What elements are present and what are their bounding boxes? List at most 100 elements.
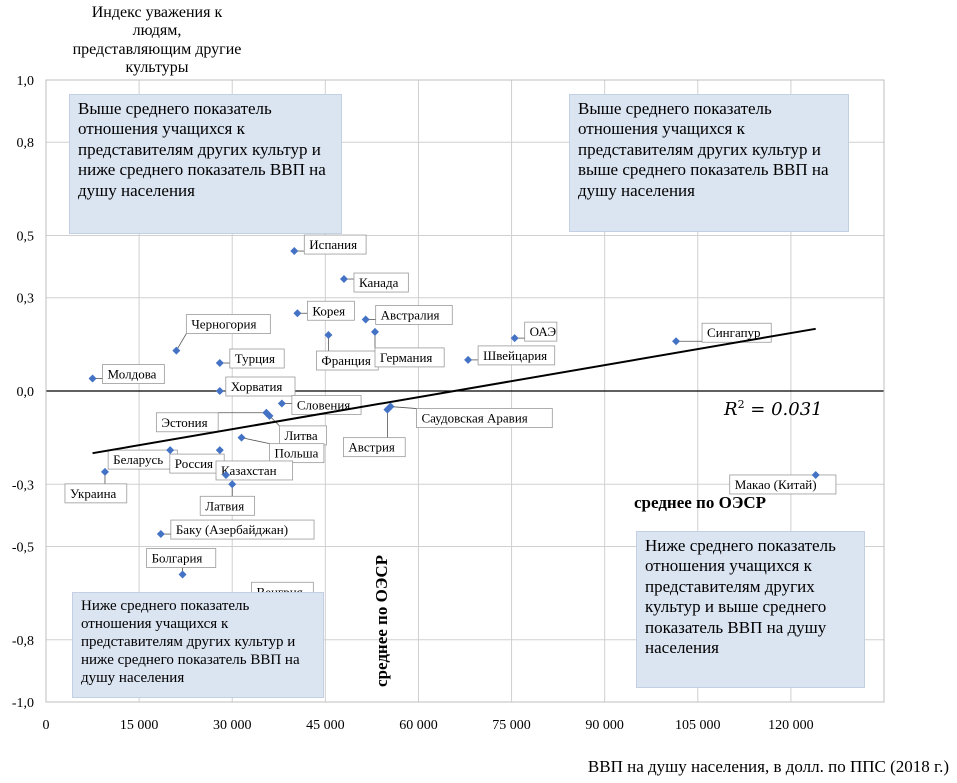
data-point	[215, 446, 224, 455]
data-point	[277, 399, 286, 408]
point-label: Хорватия	[231, 379, 283, 394]
quadrant-note-bottom-left: Ниже среднего показатель отношения учащи…	[72, 592, 324, 698]
oecd-average-vertical-label: среднее по ОЭСР	[372, 554, 392, 688]
point-label-box	[375, 305, 453, 325]
trend-line	[92, 327, 816, 455]
data-point	[228, 480, 237, 489]
x-tick-label: 45 000	[306, 718, 345, 733]
quadrant-note-top-right: Выше среднего показатель отношения учащи…	[569, 94, 849, 232]
point-label: Литва	[284, 428, 317, 443]
data-point	[339, 275, 348, 284]
data-point	[370, 327, 379, 336]
data-point	[222, 470, 231, 479]
data-point	[178, 570, 187, 579]
y-tick-label: 0,0	[17, 385, 35, 400]
point-label: Сингапур	[707, 325, 760, 340]
data-point	[811, 470, 820, 479]
x-tick-label: 15 000	[120, 718, 159, 733]
data-point	[265, 411, 274, 420]
point-label-box	[229, 348, 285, 369]
data-point	[383, 405, 392, 414]
x-axis-title: ВВП на душу населения, в долл. по ППС (2…	[587, 757, 949, 776]
point-label: Черногория	[191, 317, 256, 332]
y-tick-label: -0,8	[12, 634, 34, 649]
point-label: Испания	[309, 237, 357, 252]
x-tick-label: 120 000	[768, 718, 814, 733]
x-tick-label: 60 000	[399, 718, 438, 733]
y-tick-label: 0,5	[17, 230, 35, 245]
point-label: Франция	[321, 353, 370, 368]
label-leader-line	[390, 406, 417, 409]
point-label: Латвия	[205, 498, 244, 513]
data-points	[88, 247, 820, 607]
point-label-box	[102, 364, 165, 384]
point-label: Канада	[359, 275, 399, 290]
point-label: Турция	[235, 351, 275, 366]
point-label-box	[269, 443, 325, 464]
point-label-box	[215, 460, 294, 481]
point-label-box	[146, 548, 217, 568]
point-label-box	[170, 519, 315, 540]
point-label: Корея	[312, 303, 345, 318]
data-point	[88, 374, 97, 383]
data-point	[215, 359, 224, 368]
y-tick-label: 1,0	[17, 74, 35, 89]
data-point	[166, 446, 175, 455]
point-label-box	[185, 314, 271, 334]
point-label-box	[524, 321, 558, 342]
y-axis-title: Индекс уважения к людям, представляющим …	[72, 4, 242, 77]
quadrant-note-top-left: Выше среднего показатель отношения учащи…	[69, 94, 342, 234]
y-tick-label: -1,0	[12, 696, 34, 711]
y-tick-label: -0,3	[12, 478, 34, 493]
x-tick-label: 75 000	[492, 718, 531, 733]
data-point	[215, 387, 224, 395]
point-label: Россия	[175, 456, 213, 471]
y-tick-label: 0,8	[17, 136, 35, 151]
plot-frame	[45, 79, 885, 703]
point-label-box	[155, 412, 219, 433]
point-label-box	[343, 437, 406, 458]
label-leader-line	[241, 437, 270, 445]
point-label: Словения	[297, 397, 350, 412]
data-point	[290, 247, 299, 256]
x-tick-label: 90 000	[585, 718, 624, 733]
point-label: Макао (Китай)	[735, 477, 817, 492]
data-point	[172, 346, 181, 355]
point-label-box	[477, 345, 556, 366]
data-point	[324, 331, 333, 340]
x-tick-label: 0	[43, 718, 50, 733]
point-label: Польша	[275, 446, 319, 461]
point-label: Молдова	[108, 367, 157, 382]
point-label-box	[306, 300, 355, 321]
x-tick-label: 105 000	[675, 718, 721, 733]
point-label-box	[353, 272, 409, 293]
y-tick-label: -0,5	[12, 541, 34, 556]
point-label: Баку (Азербайджан)	[176, 522, 288, 537]
point-label: Казахстан	[221, 463, 277, 478]
data-point	[361, 315, 370, 324]
data-point	[156, 530, 165, 539]
data-point	[510, 334, 519, 343]
data-point	[100, 467, 109, 476]
tick-labels: 0 15 000 30 000 45 000 60 000 75 000 90 000 105…	[12, 74, 814, 733]
point-label-box	[416, 408, 553, 428]
data-point	[237, 433, 246, 442]
x-tick-label: 30 000	[213, 718, 252, 733]
point-label: Украина	[70, 486, 117, 501]
point-label: Болгария	[152, 550, 203, 565]
point-label: Швейцария	[483, 348, 547, 363]
r-squared-label: R2 = 0.031	[724, 398, 823, 420]
point-label-box	[729, 474, 837, 495]
oecd-average-horizontal-label: среднее по ОЭСР	[634, 493, 767, 512]
data-point	[464, 355, 473, 364]
point-label: Беларусь	[113, 452, 163, 467]
point-label-box	[199, 495, 256, 516]
point-label: Австралия	[381, 307, 440, 322]
point-label: Австрия	[348, 440, 395, 455]
quadrant-note-bottom-right: Ниже среднего показатель отношения учащи…	[636, 531, 865, 688]
point-label: Германия	[380, 350, 432, 365]
point-label-box	[64, 483, 128, 504]
point-label: Саудовская Аравия	[422, 411, 528, 426]
point-label-box	[303, 234, 367, 255]
point-label-box	[374, 347, 445, 368]
